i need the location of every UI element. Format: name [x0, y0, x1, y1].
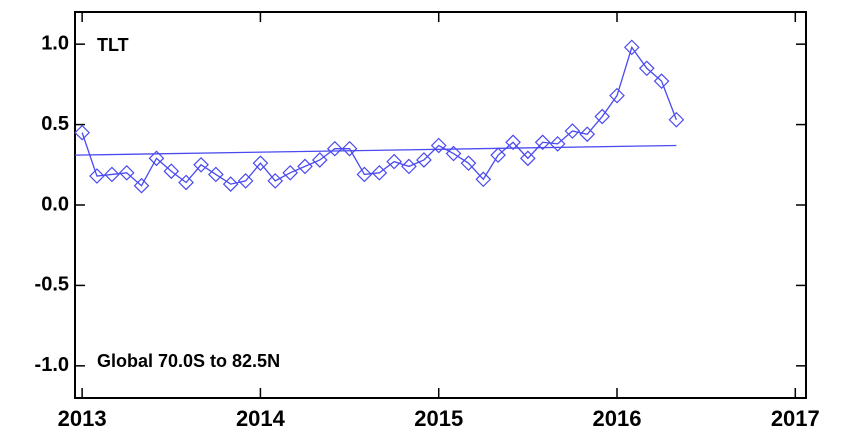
data-point — [356, 166, 373, 183]
data-point — [237, 173, 254, 189]
y-tick-label: 1.0 — [41, 32, 69, 54]
data-point — [89, 168, 105, 184]
data-point — [297, 158, 313, 175]
y-tick-label: 0.5 — [41, 113, 69, 135]
annotation: Global 70.0S to 82.5N — [97, 351, 280, 371]
data-point — [594, 108, 611, 125]
data-point — [490, 147, 506, 163]
annotation: TLT — [97, 35, 129, 55]
x-tick-label: 2015 — [414, 406, 463, 431]
data-point — [653, 73, 670, 90]
y-tick-label: -0.5 — [35, 274, 69, 296]
data-point — [267, 173, 284, 189]
x-tick-label: 2013 — [58, 406, 107, 431]
data-point — [326, 140, 343, 157]
x-tick-label: 2017 — [771, 406, 820, 431]
data-point — [178, 174, 194, 191]
data-point — [193, 156, 209, 173]
data-point — [341, 140, 358, 157]
data-point — [416, 152, 432, 168]
data-point — [371, 164, 388, 181]
data-point — [252, 155, 269, 172]
data-point — [311, 152, 328, 168]
data-point — [104, 166, 120, 183]
data-point — [445, 145, 462, 162]
data-point — [118, 164, 135, 181]
data-point — [163, 163, 180, 180]
data-point — [623, 39, 640, 56]
data-point — [74, 124, 90, 141]
data-point — [638, 60, 655, 77]
series-line — [81, 45, 677, 187]
data-point — [668, 111, 685, 128]
data-point — [549, 136, 566, 152]
data-point — [564, 123, 581, 139]
x-tick-label: 2014 — [236, 406, 286, 431]
data-point — [133, 177, 150, 194]
series-line — [74, 144, 677, 156]
data-point — [222, 176, 239, 192]
data-point — [520, 150, 536, 167]
data-point — [475, 171, 492, 188]
data-point — [148, 150, 165, 167]
plot-frame — [74, 11, 807, 399]
data-point — [401, 158, 417, 175]
x-tick-label: 2016 — [593, 406, 642, 431]
data-point — [386, 153, 402, 170]
data-point — [505, 134, 521, 151]
data-point — [579, 126, 596, 143]
y-tick-label: -1.0 — [35, 354, 69, 376]
y-tick-label: 0.0 — [41, 193, 69, 215]
data-point — [609, 87, 625, 104]
data-point — [208, 166, 224, 183]
data-point — [430, 137, 447, 154]
data-point — [282, 164, 299, 181]
data-point — [534, 134, 551, 151]
data-point — [460, 155, 477, 172]
